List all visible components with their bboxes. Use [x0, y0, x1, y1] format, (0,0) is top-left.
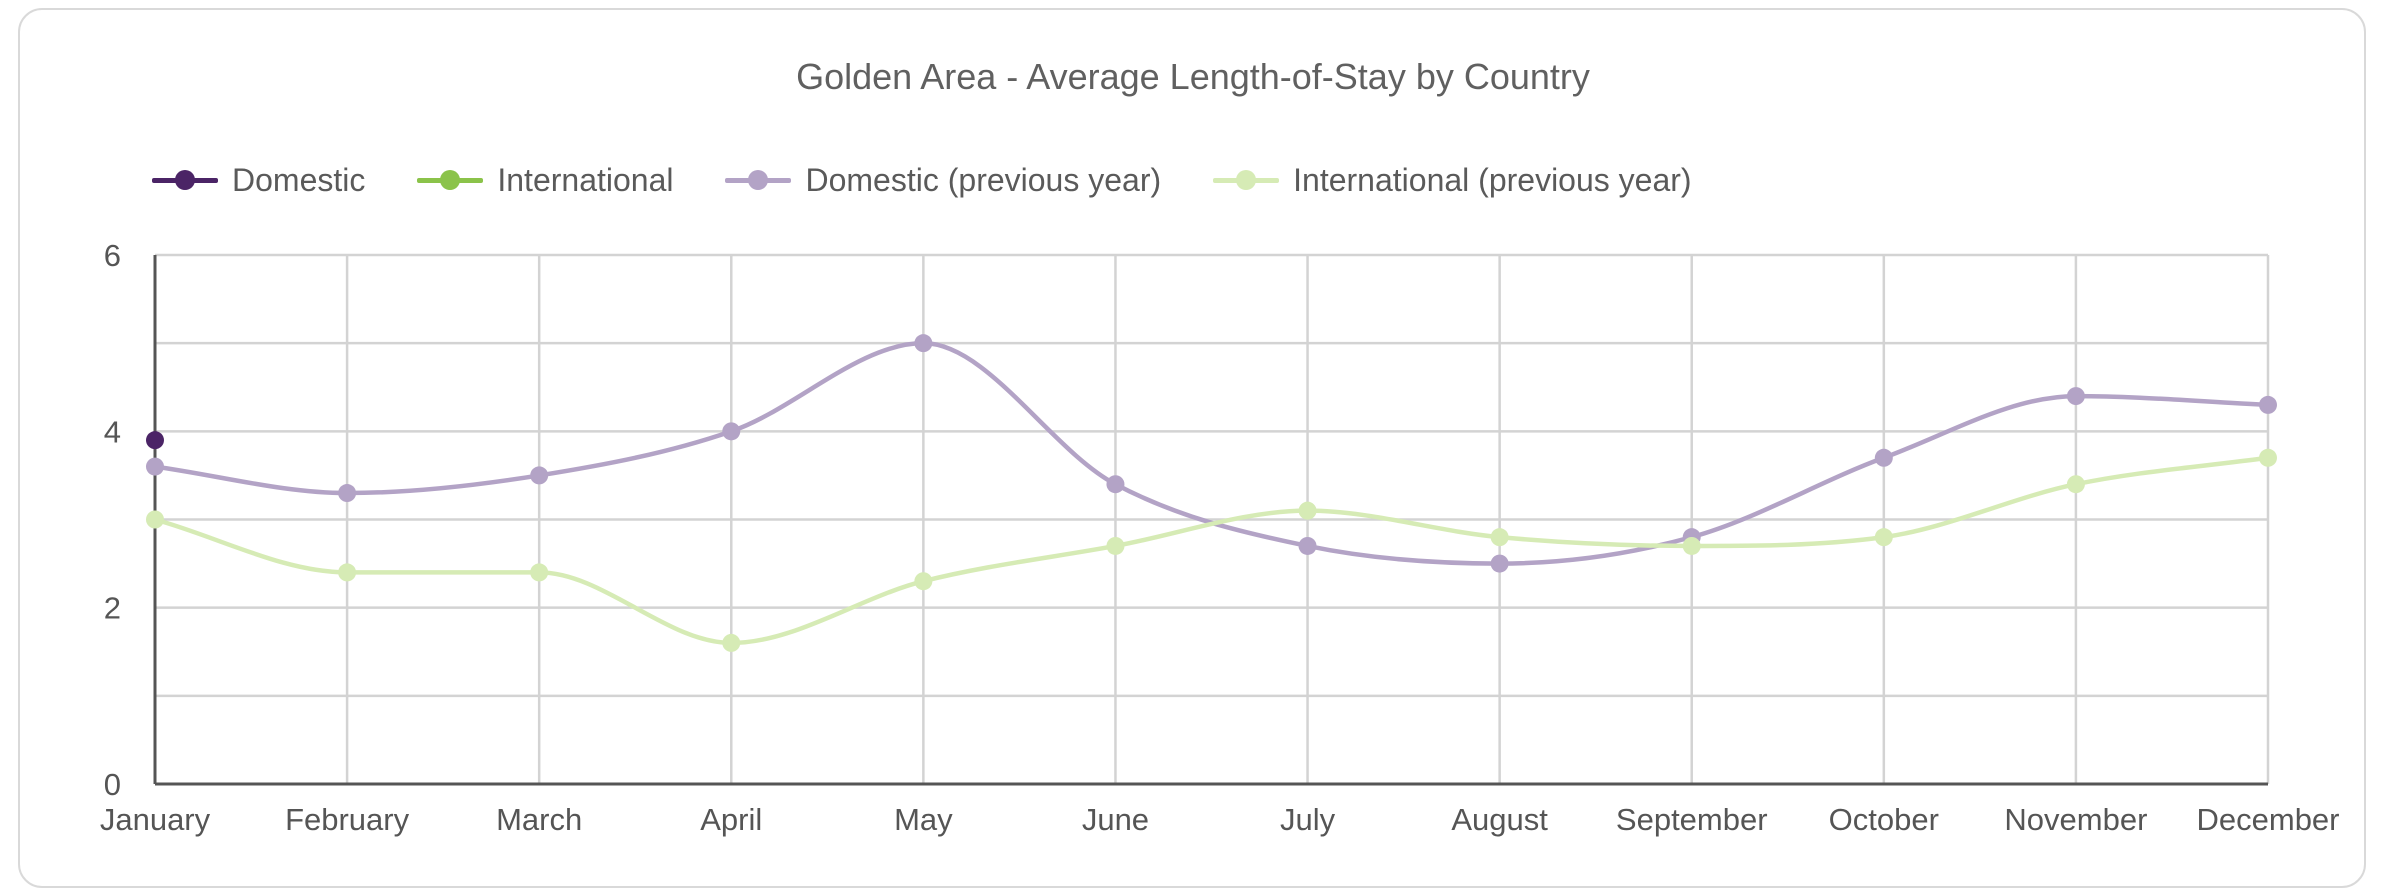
data-point [338, 484, 357, 503]
x-tick-label: April [700, 802, 762, 837]
series-line [154, 455, 2269, 646]
data-point [722, 422, 741, 441]
chart-legend: Domestic International Domestic (previou… [152, 158, 1744, 202]
x-tick-label: June [1082, 802, 1149, 837]
legend-marker-icon [725, 170, 792, 190]
legend-marker-icon [417, 170, 484, 190]
x-tick-label: November [2004, 802, 2147, 837]
y-tick-label: 6 [104, 238, 121, 273]
y-tick-label: 0 [104, 767, 121, 802]
legend-label: Domestic (previous year) [805, 161, 1162, 198]
data-point [914, 334, 933, 353]
legend-item-domestic[interactable]: Domestic [152, 162, 365, 199]
legend-label: International (previous year) [1293, 161, 1692, 198]
chart-card [18, 8, 2366, 888]
data-point [2066, 387, 2085, 406]
series-line [154, 340, 2269, 566]
x-tick-label: May [894, 802, 953, 837]
chart-title: Golden Area - Average Length-of-Stay by … [796, 56, 1590, 97]
data-point [146, 510, 164, 529]
x-tick-label: January [100, 802, 211, 837]
series-domestic [146, 431, 164, 450]
data-point [146, 457, 164, 476]
legend-item-international-previous-year[interactable]: International (previous year) [1213, 161, 1692, 199]
x-tick-label: March [496, 802, 582, 837]
data-point [146, 431, 164, 450]
x-tick-label: October [1829, 802, 1939, 837]
series-international-previous-year [146, 448, 2277, 652]
data-point [1490, 528, 1509, 547]
x-tick-label: February [285, 802, 410, 837]
y-tick-label: 2 [104, 591, 121, 626]
legend-label: International [497, 161, 674, 198]
legend-item-international[interactable]: International [417, 162, 673, 199]
data-point [914, 572, 933, 591]
data-point [530, 466, 549, 485]
data-point [1682, 536, 1701, 555]
legend-marker-icon [1213, 170, 1280, 190]
data-point [1106, 475, 1125, 494]
legend-label: Domestic [232, 161, 366, 198]
y-tick-label: 4 [104, 414, 121, 449]
data-point [1106, 536, 1125, 555]
data-point [1298, 501, 1317, 520]
x-tick-label: September [1616, 802, 1768, 837]
x-tick-label: August [1451, 802, 1548, 837]
data-point [338, 563, 357, 582]
data-point [2259, 448, 2277, 467]
legend-item-domestic-previous-year[interactable]: Domestic (previous year) [725, 162, 1161, 199]
data-point [1298, 536, 1317, 555]
x-tick-label: December [2197, 802, 2340, 837]
data-point [1490, 554, 1509, 573]
legend-marker-icon [152, 170, 218, 190]
series-domestic-previous-year [146, 334, 2277, 573]
x-tick-label: July [1280, 802, 1336, 837]
data-point [1874, 448, 1893, 467]
data-point [2066, 475, 2085, 494]
data-point [530, 563, 549, 582]
data-point [722, 633, 741, 652]
data-point [2259, 395, 2277, 414]
data-point [1874, 528, 1893, 547]
